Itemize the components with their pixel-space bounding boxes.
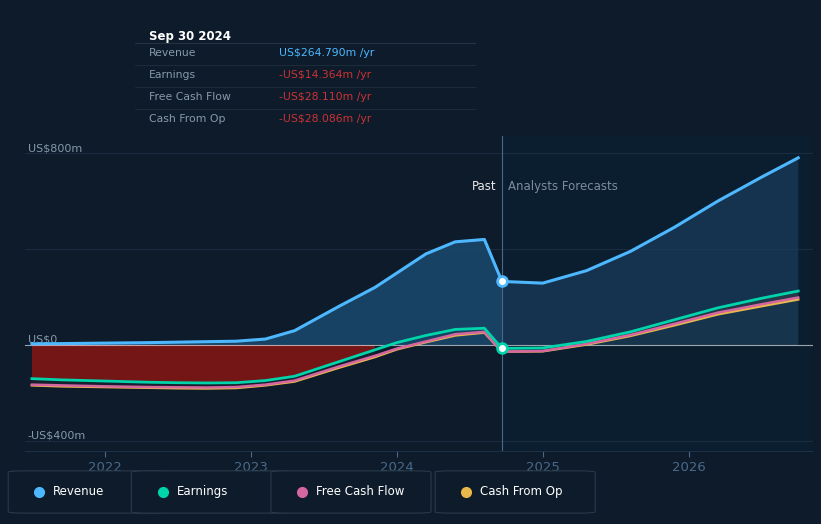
FancyBboxPatch shape (131, 471, 291, 513)
Text: Cash From Op: Cash From Op (480, 485, 562, 498)
Text: Sep 30 2024: Sep 30 2024 (149, 30, 231, 43)
Text: Revenue: Revenue (53, 485, 105, 498)
Text: Past: Past (471, 180, 496, 193)
Text: -US$14.364m /yr: -US$14.364m /yr (278, 70, 371, 80)
FancyBboxPatch shape (435, 471, 595, 513)
Text: Analysts Forecasts: Analysts Forecasts (507, 180, 617, 193)
Text: US$800m: US$800m (28, 143, 82, 153)
Text: Revenue: Revenue (149, 48, 196, 58)
FancyBboxPatch shape (8, 471, 168, 513)
Text: -US$28.086m /yr: -US$28.086m /yr (278, 114, 371, 124)
Text: -US$28.110m /yr: -US$28.110m /yr (278, 92, 371, 102)
Text: US$0: US$0 (28, 334, 57, 345)
Text: Free Cash Flow: Free Cash Flow (149, 92, 231, 102)
Bar (502, 136, 813, 451)
FancyBboxPatch shape (271, 471, 431, 513)
Text: Earnings: Earnings (177, 485, 228, 498)
Text: Earnings: Earnings (149, 70, 196, 80)
Text: -US$400m: -US$400m (28, 431, 86, 441)
Text: US$264.790m /yr: US$264.790m /yr (278, 48, 374, 58)
Text: Cash From Op: Cash From Op (149, 114, 226, 124)
Text: Free Cash Flow: Free Cash Flow (316, 485, 405, 498)
